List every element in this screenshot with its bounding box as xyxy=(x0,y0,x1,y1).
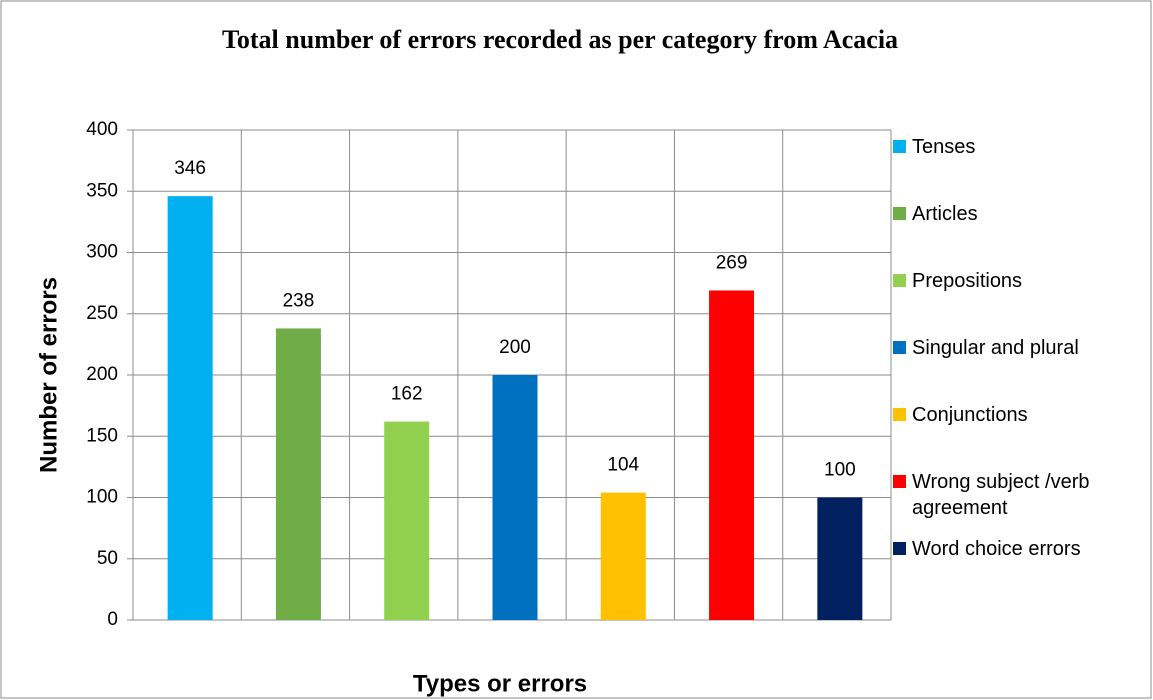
legend-item: Articles xyxy=(893,201,1128,268)
legend-item: Word choice errors xyxy=(893,536,1128,603)
legend-label: Wrong subject /verb agreement xyxy=(912,471,1090,519)
legend-swatch xyxy=(893,140,906,153)
y-tick-label: 250 xyxy=(86,303,118,324)
bar xyxy=(817,497,863,620)
legend-swatch xyxy=(893,274,906,287)
y-tick-label: 350 xyxy=(86,180,118,201)
legend-item: Conjunctions xyxy=(893,402,1128,469)
legend-label: Conjunctions xyxy=(912,404,1028,426)
legend-item: Wrong subject /verb agreement xyxy=(893,469,1128,536)
data-label: 269 xyxy=(716,252,748,273)
y-tick-label: 100 xyxy=(86,487,118,508)
legend-swatch xyxy=(893,341,906,354)
y-tick-label: 0 xyxy=(107,609,118,630)
data-label: 104 xyxy=(607,455,639,476)
legend-label: Tenses xyxy=(912,136,976,158)
legend-item: Singular and plural xyxy=(893,335,1128,402)
y-tick-label: 50 xyxy=(97,548,118,569)
bar xyxy=(709,290,755,620)
legend-swatch xyxy=(893,207,906,220)
legend-item: Tenses xyxy=(893,134,1128,201)
y-tick-label: 150 xyxy=(86,425,118,446)
legend: Tenses Articles Prepositions Singular and p… xyxy=(893,134,1128,603)
legend-label: Word choice errors xyxy=(912,538,1081,560)
y-axis-label: Number of errors xyxy=(35,277,62,473)
data-label: 162 xyxy=(391,384,423,405)
y-tick-label: 400 xyxy=(86,119,118,140)
bar xyxy=(384,421,430,620)
legend-label: Singular and plural xyxy=(912,337,1079,359)
y-tick-label: 300 xyxy=(86,242,118,263)
y-tick-label: 200 xyxy=(86,364,118,385)
legend-swatch xyxy=(893,408,906,421)
bar xyxy=(492,375,538,620)
legend-item: Prepositions xyxy=(893,268,1128,335)
data-label: 238 xyxy=(283,290,315,311)
x-axis-label: Types or errors xyxy=(413,670,587,697)
legend-swatch xyxy=(893,475,906,488)
legend-swatch xyxy=(893,542,906,555)
data-label: 200 xyxy=(499,337,531,358)
bar xyxy=(275,328,321,620)
legend-label: Prepositions xyxy=(912,270,1023,292)
legend-label: Articles xyxy=(912,203,978,225)
bar xyxy=(600,492,646,620)
bar xyxy=(167,196,213,620)
data-label: 346 xyxy=(174,158,206,179)
chart-title: Total number of errors recorded as per c… xyxy=(222,25,898,54)
data-label: 100 xyxy=(824,460,856,481)
